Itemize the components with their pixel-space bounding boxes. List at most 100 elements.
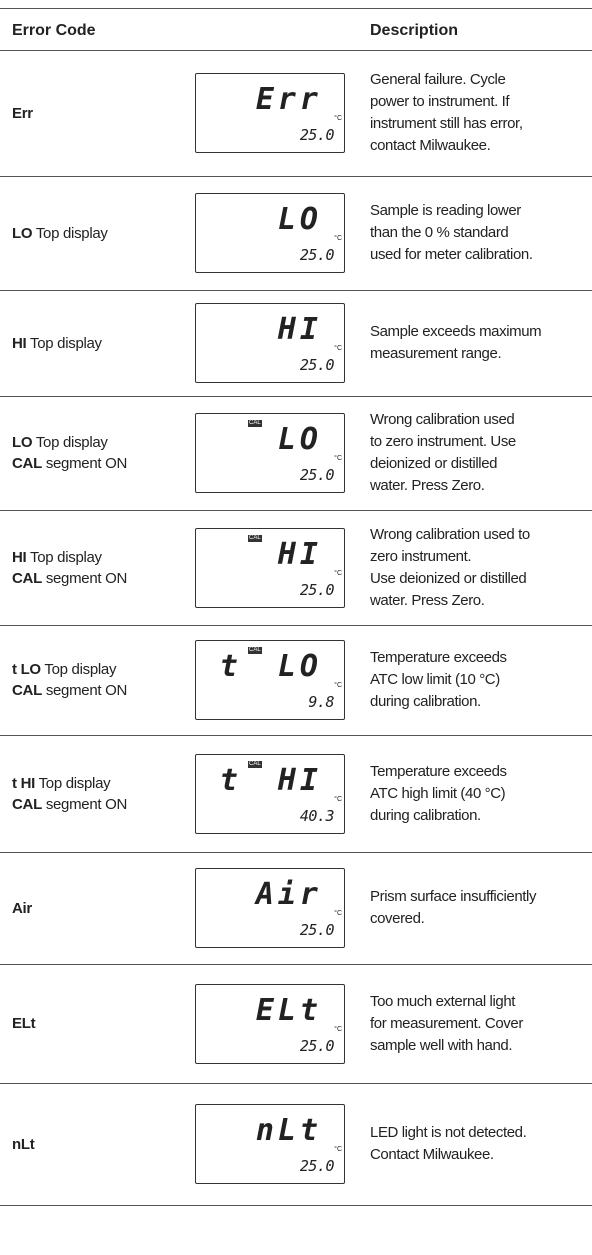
- code-line: nLt: [12, 1134, 34, 1155]
- code-bold: nLt: [12, 1136, 34, 1153]
- code-line: CAL segment ON: [12, 453, 127, 474]
- temperature-unit: °C: [334, 455, 342, 462]
- top-display: nLt: [256, 1113, 322, 1148]
- code-bold: LO: [12, 434, 32, 451]
- description-line: ATC high limit (40 °C): [370, 783, 592, 805]
- temperature: 25.0: [300, 581, 334, 599]
- description-line: during calibration.: [370, 805, 592, 827]
- description: Sample is reading lowerthan the 0 % stan…: [370, 200, 592, 266]
- temperature-unit: °C: [334, 570, 342, 577]
- code-line: HI Top display: [12, 547, 127, 568]
- description-line: deionized or distilled: [370, 453, 592, 475]
- temperature: 25.0: [300, 126, 334, 144]
- code-bold: CAL: [12, 796, 42, 813]
- code-text: Top display: [36, 434, 108, 451]
- code-line: LO Top display: [12, 223, 108, 244]
- description-line: zero instrument.: [370, 546, 592, 568]
- code-line: Air: [12, 898, 32, 919]
- description-line: Sample is reading lower: [370, 200, 592, 222]
- description-line: Contact Milwaukee.: [370, 1144, 592, 1166]
- code-line: ELt: [12, 1013, 35, 1034]
- code-bold: t HI: [12, 775, 35, 792]
- description: LED light is not detected.Contact Milwau…: [370, 1122, 592, 1166]
- code-text: Top display: [30, 335, 102, 352]
- header-description: Description: [370, 22, 458, 40]
- table-row: HI Top displayHI25.0°CSample exceeds max…: [0, 290, 592, 396]
- error-code: Air: [12, 898, 32, 919]
- description-line: Sample exceeds maximum: [370, 321, 592, 343]
- error-code: LO Top display: [12, 223, 108, 244]
- table-row: ELtELt25.0°CToo much external lightfor m…: [0, 964, 592, 1083]
- description-line: water. Press Zero.: [370, 590, 592, 612]
- description-line: Wrong calibration used to: [370, 524, 592, 546]
- description-line: instrument still has error,: [370, 113, 592, 135]
- code-text: segment ON: [46, 682, 127, 699]
- code-line: CAL segment ON: [12, 680, 127, 701]
- description-line: Too much external light: [370, 991, 592, 1013]
- temperature-unit: °C: [334, 796, 342, 803]
- code-line: CAL segment ON: [12, 568, 127, 589]
- code-text: Top display: [39, 775, 111, 792]
- code-text: Top display: [44, 661, 116, 678]
- top-display: LO: [278, 202, 322, 237]
- error-code: nLt: [12, 1134, 34, 1155]
- description-line: LED light is not detected.: [370, 1122, 592, 1144]
- code-line: CAL segment ON: [12, 794, 127, 815]
- description-line: contact Milwaukee.: [370, 135, 592, 157]
- temperature: 25.0: [300, 356, 334, 374]
- top-display: ELt: [256, 993, 322, 1028]
- cal-segment: CAL: [248, 535, 262, 542]
- temperature-unit: °C: [334, 910, 342, 917]
- code-bold: t LO: [12, 661, 41, 678]
- temperature: 25.0: [300, 921, 334, 939]
- temperature: 25.0: [300, 466, 334, 484]
- code-bold: Err: [12, 105, 33, 122]
- code-text: segment ON: [46, 455, 127, 472]
- description-line: water. Press Zero.: [370, 475, 592, 497]
- description: Prism surface insufficientlycovered.: [370, 886, 592, 930]
- temperature-unit: °C: [334, 682, 342, 689]
- lcd-display: CALt HI40.3°C: [195, 754, 345, 834]
- code-text: segment ON: [46, 796, 127, 813]
- code-bold: CAL: [12, 570, 42, 587]
- error-code: Err: [12, 103, 33, 124]
- temperature: 25.0: [300, 246, 334, 264]
- temperature-unit: °C: [334, 115, 342, 122]
- lcd-display: CALHI25.0°C: [195, 528, 345, 608]
- code-line: LO Top display: [12, 432, 127, 453]
- table-row: t HI Top display CAL segment ON CALt HI40.…: [0, 735, 592, 852]
- error-code: t HI Top display CAL segment ON: [12, 773, 127, 815]
- description: Sample exceeds maximummeasurement range.: [370, 321, 592, 365]
- page: Error Code Description ErrErr25.0°CGener…: [0, 0, 592, 1255]
- description-line: covered.: [370, 908, 592, 930]
- temperature: 40.3: [300, 807, 334, 825]
- description-line: General failure. Cycle: [370, 69, 592, 91]
- description-line: to zero instrument. Use: [370, 431, 592, 453]
- temperature: 25.0: [300, 1157, 334, 1175]
- code-text: segment ON: [46, 570, 127, 587]
- code-bold: CAL: [12, 682, 42, 699]
- description-line: Temperature exceeds: [370, 761, 592, 783]
- header-code: Error Code: [12, 22, 96, 40]
- code-text: Top display: [36, 225, 108, 242]
- description-line: sample well with hand.: [370, 1035, 592, 1057]
- top-display: t LO: [220, 649, 322, 684]
- description-line: Temperature exceeds: [370, 647, 592, 669]
- description-line: ATC low limit (10 °C): [370, 669, 592, 691]
- code-bold: HI: [12, 549, 26, 566]
- code-bold: ELt: [12, 1015, 35, 1032]
- top-display: Err: [256, 82, 322, 117]
